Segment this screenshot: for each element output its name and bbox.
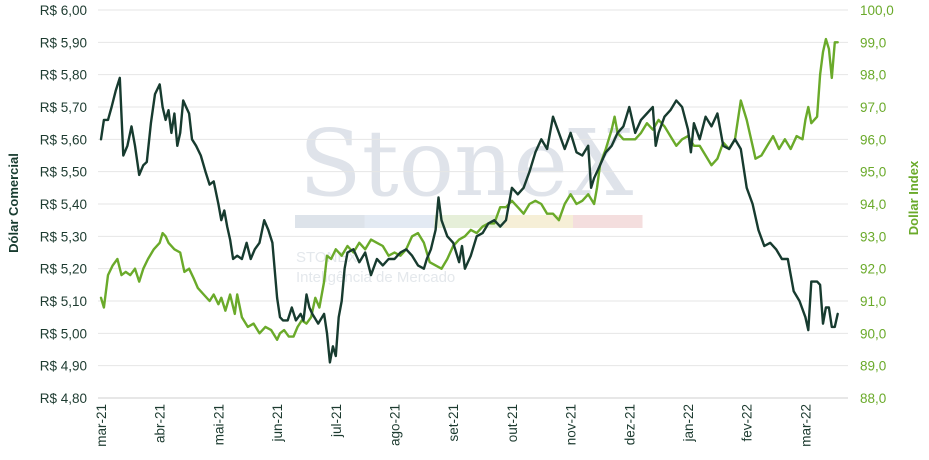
x-tick-label: set-21 [446, 404, 461, 442]
watermark-brand: StoneX [299, 110, 634, 217]
right-tick-label: 99,0 [860, 35, 886, 50]
right-tick-label: 97,0 [860, 100, 886, 115]
right-tick-label: 95,0 [860, 165, 886, 180]
x-tick-label: mai-21 [211, 404, 226, 445]
watermark-band [364, 215, 434, 228]
watermark-bands [295, 215, 643, 228]
x-tick-label: fev-22 [740, 404, 755, 442]
left-tick-label: R$ 5,90 [40, 35, 87, 50]
x-tick-label: ago-21 [388, 404, 403, 446]
x-tick-label: mar-21 [94, 404, 109, 447]
grid [98, 9, 848, 399]
right-tick-label: 90,0 [860, 326, 886, 341]
series-lines [99, 37, 839, 364]
right-tick-label: 93,0 [860, 229, 886, 244]
x-tick-label: nov-21 [564, 404, 579, 445]
x-tick-label: abr-21 [153, 404, 168, 443]
left-tick-label: R$ 5,30 [40, 229, 87, 244]
x-axis-ticks: mar-21 abr-21 mai-21 jun-21 jul-21 ago-21 set-… [94, 397, 848, 447]
right-tick-label: 100,0 [860, 3, 894, 18]
x-tick-label: jul-21 [329, 404, 344, 438]
left-tick-label: R$ 5,10 [40, 294, 87, 309]
watermark-band [295, 215, 365, 228]
left-axis-ticks: R$ 4,80 R$ 4,90 R$ 5,00 R$ 5,10 R$ 5,20 R$ 5,… [40, 3, 87, 406]
x-tick-label: jan-22 [681, 404, 696, 443]
right-axis-ticks: 88,0 89,0 90,0 91,0 92,0 93,0 94,0 95,0 96,0 97,0… [860, 3, 894, 406]
left-tick-label: R$ 5,80 [40, 68, 87, 83]
right-tick-label: 96,0 [860, 132, 886, 147]
left-tick-label: R$ 5,60 [40, 132, 87, 147]
right-tick-label: 88,0 [860, 391, 886, 406]
right-tick-label: 92,0 [860, 262, 886, 277]
left-tick-label: R$ 5,00 [40, 326, 87, 341]
x-tick-label: jun-21 [270, 404, 285, 443]
left-tick-label: R$ 5,50 [40, 165, 87, 180]
left-tick-label: R$ 6,00 [40, 3, 87, 18]
left-tick-label: R$ 5,40 [40, 197, 87, 212]
x-tick-label: dez-21 [622, 404, 637, 445]
left-tick-label: R$ 4,80 [40, 391, 87, 406]
right-tick-label: 94,0 [860, 197, 886, 212]
left-axis-title: Dólar Comercial [6, 153, 21, 253]
right-tick-label: 98,0 [860, 68, 886, 83]
left-tick-label: R$ 5,20 [40, 262, 87, 277]
watermark-band [573, 215, 643, 228]
right-tick-label: 89,0 [860, 359, 886, 374]
left-tick-label: R$ 4,90 [40, 359, 87, 374]
watermark: StoneX STONEX Inteligência de Mercado [295, 110, 643, 286]
series-line-dolar-comercial [99, 76, 839, 364]
right-axis-title: Dollar Index [906, 160, 921, 235]
right-tick-label: 91,0 [860, 294, 886, 309]
watermark-line2: Inteligência de Mercado [296, 269, 455, 286]
left-tick-label: R$ 5,70 [40, 100, 87, 115]
x-tick-label: out-21 [505, 404, 520, 442]
watermark-band [503, 215, 573, 228]
x-tick-label: mar-22 [798, 404, 813, 447]
